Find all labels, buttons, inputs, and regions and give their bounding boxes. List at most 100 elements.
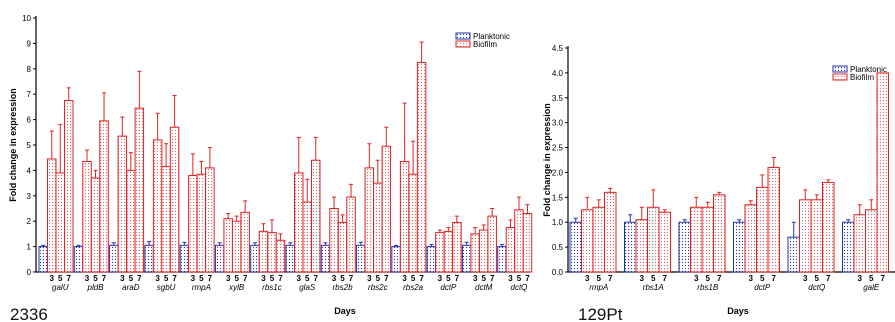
day-tick-label: 3 xyxy=(332,274,337,283)
bar-biofilm xyxy=(302,201,312,273)
bar-planktonic xyxy=(214,244,225,273)
bar-biofilm xyxy=(373,182,383,273)
category-label: glaS xyxy=(299,283,316,292)
y-tick-label: 9 xyxy=(27,39,32,48)
day-tick-label: 3 xyxy=(640,274,645,283)
day-tick-label: 7 xyxy=(102,274,107,283)
bar-biofilm xyxy=(169,126,180,273)
bar-biofilm xyxy=(581,209,594,273)
bar-biofilm xyxy=(267,232,277,273)
day-tick-label: 5 xyxy=(760,274,765,283)
day-tick-label: 5 xyxy=(129,274,134,283)
category-label: galE xyxy=(863,283,880,292)
day-tick-label: 3 xyxy=(50,274,55,283)
bar-biofilm xyxy=(196,173,207,273)
day-tick-label: 3 xyxy=(85,274,90,283)
bar-planktonic xyxy=(426,246,437,273)
bar-biofilm xyxy=(799,199,812,273)
y-tick-label: 3.5 xyxy=(552,94,564,103)
y-tick-label: 0 xyxy=(27,268,32,277)
bar-biofilm xyxy=(161,166,171,273)
bar-planktonic xyxy=(144,244,154,273)
bar-planktonic xyxy=(285,244,295,273)
bar-biofilm xyxy=(487,215,497,273)
chart-panel-2336: 0 1 2 3 4 5 6 7 8 9 10 Fold change in expression Day… xyxy=(8,14,533,322)
day-tick-label: 3 xyxy=(694,274,699,283)
day-tick-label: 7 xyxy=(772,274,777,283)
category-label: rmpA xyxy=(589,283,608,292)
category-label: rbs1c xyxy=(262,283,282,292)
bar-biofilm xyxy=(126,169,136,273)
panel-label: 129Pt xyxy=(578,305,623,322)
y-tick-label: 2 xyxy=(27,217,32,226)
y-tick-label: 2.5 xyxy=(552,144,564,153)
day-tick-label: 5 xyxy=(270,274,275,283)
bar-planktonic xyxy=(250,244,260,273)
day-tick-label: 3 xyxy=(508,274,513,283)
day-tick-label: 5 xyxy=(517,274,522,283)
y-tick-label: 1 xyxy=(27,243,32,252)
day-tick-label: 3 xyxy=(858,274,863,283)
bar-biofilm xyxy=(810,199,823,273)
day-tick-label: 7 xyxy=(208,274,213,283)
day-tick-label: 7 xyxy=(826,274,831,283)
x-axis-title: Days xyxy=(727,306,749,316)
category-label: rmpA xyxy=(192,283,211,292)
bar-biofilm xyxy=(822,181,835,273)
day-tick-label: 7 xyxy=(419,274,424,283)
bar-planktonic xyxy=(497,246,507,273)
y-tick-label: 4.0 xyxy=(552,69,564,78)
category-label: rbs1B xyxy=(697,283,719,292)
day-tick-label: 7 xyxy=(278,274,283,283)
legend-label-planktonic: Planktonic xyxy=(850,65,887,74)
day-tick-label: 3 xyxy=(585,274,590,283)
bar-planktonic xyxy=(787,236,800,273)
category-label: rbs2b xyxy=(333,283,354,292)
bar-biofilm xyxy=(690,206,703,273)
day-tick-label: 5 xyxy=(340,274,345,283)
bar-biofilm xyxy=(188,174,198,273)
bar-biofilm xyxy=(853,214,866,273)
bar-biofilm xyxy=(82,161,92,273)
bar-biofilm xyxy=(205,167,215,273)
bar-biofilm xyxy=(55,172,65,273)
day-tick-label: 5 xyxy=(651,274,656,283)
day-tick-label: 5 xyxy=(234,274,239,283)
bar-biofilm xyxy=(452,221,462,273)
bar-planktonic xyxy=(391,246,401,273)
bar-biofilm xyxy=(240,211,250,273)
day-tick-label: 3 xyxy=(367,274,372,283)
day-tick-label: 5 xyxy=(93,274,98,283)
bar-biofilm xyxy=(231,220,242,273)
day-tick-label: 3 xyxy=(803,274,808,283)
y-tick-label: 0.5 xyxy=(552,243,564,252)
bar-biofilm xyxy=(311,159,321,273)
day-tick-label: 3 xyxy=(473,274,478,283)
bar-biofilm xyxy=(64,100,74,273)
day-tick-label: 7 xyxy=(663,274,668,283)
y-tick-label: 10 xyxy=(22,14,31,23)
bar-biofilm xyxy=(635,219,648,273)
x-axis-title: Days xyxy=(334,306,356,316)
bar-biofilm xyxy=(47,158,57,273)
day-tick-label: 7 xyxy=(455,274,460,283)
day-tick-label: 5 xyxy=(597,274,602,283)
bar-biofilm xyxy=(223,218,233,273)
category-label: rbs2a xyxy=(403,283,424,292)
category-label: araD xyxy=(122,283,140,292)
day-tick-label: 3 xyxy=(297,274,302,283)
y-tick-label: 0.0 xyxy=(552,268,564,277)
y-tick-label: 7 xyxy=(27,90,32,99)
bar-biofilm xyxy=(522,213,533,273)
bar-planktonic xyxy=(179,244,190,273)
bar-biofilm xyxy=(744,204,757,273)
day-tick-label: 3 xyxy=(120,274,125,283)
bar-biofilm xyxy=(604,191,617,273)
day-tick-label: 5 xyxy=(164,274,169,283)
day-tick-label: 5 xyxy=(869,274,874,283)
bar-planktonic xyxy=(678,221,691,273)
y-axis-title: Fold change in expression xyxy=(8,88,18,202)
